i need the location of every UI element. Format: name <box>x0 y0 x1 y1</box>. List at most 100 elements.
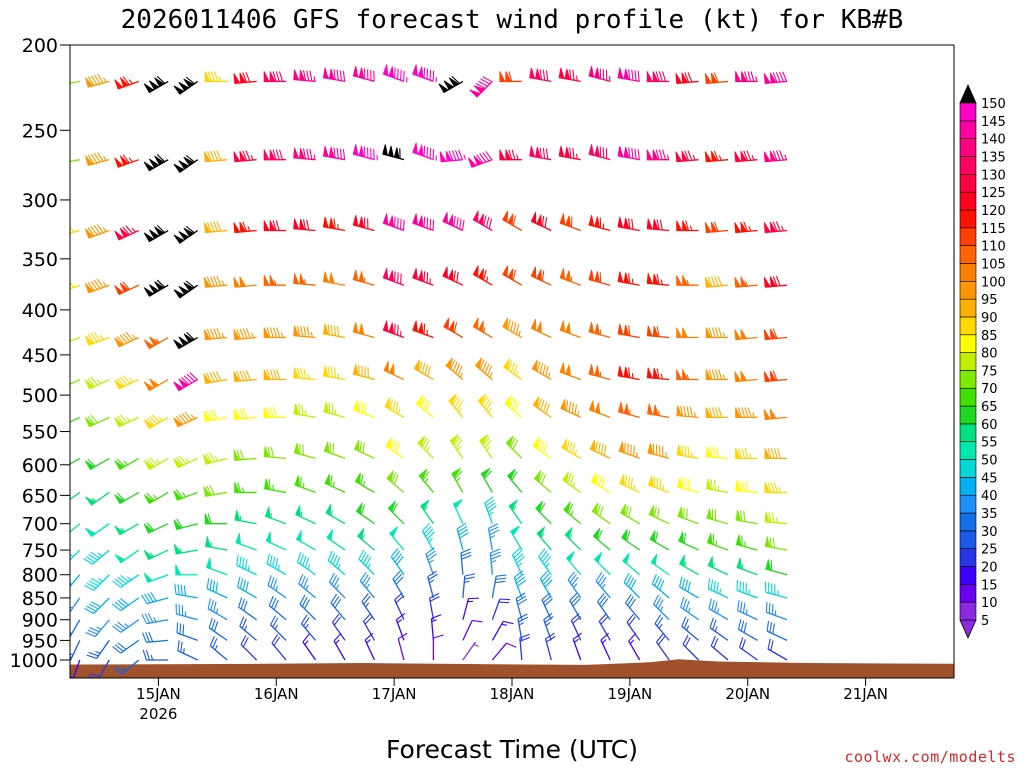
barb-pennant <box>119 77 130 88</box>
barb-feather <box>544 598 553 607</box>
barb-pennant <box>269 149 276 161</box>
wind-barb <box>505 435 523 459</box>
barb-feather <box>62 225 67 234</box>
barb-pennant <box>617 216 624 229</box>
barb-feather <box>84 584 94 591</box>
wind-barb <box>325 503 346 525</box>
barb-pennant <box>173 85 185 95</box>
barb-feather <box>628 616 636 626</box>
barb-half-feather <box>601 583 606 589</box>
barb-half-feather <box>99 335 104 341</box>
wind-barb <box>143 154 169 172</box>
barb-feather <box>656 616 664 627</box>
barb-feather <box>630 477 634 489</box>
barb-feather <box>303 368 307 379</box>
barb-pennant <box>233 409 241 420</box>
colorbar-label: 75 <box>981 364 998 379</box>
barb-feather <box>364 632 374 641</box>
x-tick-label: 16JAN <box>254 685 299 703</box>
wind-barb <box>143 549 169 560</box>
wind-barb <box>142 649 169 661</box>
barb-feather <box>272 71 277 82</box>
barb-feather <box>394 67 396 79</box>
barb-feather <box>213 221 219 232</box>
barb-feather <box>116 378 125 387</box>
wind-barb <box>112 597 140 612</box>
barb-feather <box>568 401 572 413</box>
colorbar-segment <box>959 120 977 139</box>
barb-feather <box>361 593 369 603</box>
barb-feather <box>96 278 104 288</box>
barb-half-feather <box>686 280 690 286</box>
barb-feather <box>420 397 426 408</box>
barb-pennant <box>322 271 329 283</box>
barb-pennant <box>536 526 546 538</box>
barb-staff <box>462 641 477 661</box>
barb-feather <box>745 583 748 594</box>
barb-staff <box>651 583 670 599</box>
barb-feather <box>58 585 68 589</box>
barb-feather <box>215 371 222 381</box>
barb-half-feather <box>545 562 550 568</box>
barb-pennant <box>358 323 365 336</box>
barb-staff <box>654 623 670 641</box>
barb-feather <box>122 154 130 164</box>
wind-barb <box>70 80 80 84</box>
barb-pennant <box>412 64 418 77</box>
wind-barb <box>143 75 169 93</box>
barb-feather <box>486 365 493 376</box>
wind-barb <box>384 397 405 418</box>
wind-barb <box>114 414 140 428</box>
wind-barb <box>412 64 437 83</box>
barb-pennant <box>269 220 276 231</box>
barb-pennant <box>763 329 771 340</box>
barb-pennant <box>535 68 542 81</box>
barb-pennant <box>114 417 125 428</box>
barb-feather <box>240 598 246 610</box>
barb-pennant <box>649 530 656 543</box>
barb-feather <box>57 558 66 563</box>
barb-feather <box>684 579 689 591</box>
barb-pennant <box>269 71 276 82</box>
barb-staff <box>456 528 464 551</box>
barb-feather <box>333 69 336 80</box>
barb-feather <box>718 327 723 338</box>
barb-half-feather <box>126 576 132 581</box>
wind-barb <box>646 149 670 161</box>
wind-barb <box>83 549 110 565</box>
barb-staff <box>513 577 523 599</box>
barb-half-feather <box>570 510 574 516</box>
barb-feather <box>181 413 190 422</box>
barb-pennant <box>619 473 625 486</box>
barb-staff <box>538 556 552 576</box>
barb-staff <box>93 574 110 591</box>
barb-pennant <box>202 454 212 465</box>
barb-pennant <box>352 322 359 334</box>
barb-pennant <box>385 437 393 450</box>
barb-feather <box>112 625 122 633</box>
barb-feather <box>270 446 274 458</box>
barb-feather <box>710 276 716 287</box>
barb-pennant <box>505 71 512 82</box>
barb-pennant <box>293 218 300 230</box>
barb-feather <box>272 369 278 380</box>
barb-pennant <box>175 564 182 576</box>
barb-feather <box>241 618 247 629</box>
barb-pennant <box>234 509 241 522</box>
barb-half-feather <box>573 638 579 643</box>
barb-pennant <box>507 468 516 481</box>
barb-feather <box>773 482 778 493</box>
barb-pennant <box>443 317 450 330</box>
wind-barb <box>85 523 110 537</box>
wind-barb <box>271 634 287 661</box>
barb-feather <box>245 72 251 83</box>
barb-half-feather <box>244 625 248 631</box>
barb-feather <box>569 592 578 602</box>
barb-feather <box>394 553 402 563</box>
wind-barb <box>462 619 483 641</box>
barb-feather <box>207 513 212 524</box>
wind-barb <box>617 323 640 339</box>
barb-staff <box>738 628 758 641</box>
barb-pennant <box>678 531 684 544</box>
barb-feather <box>627 443 629 455</box>
